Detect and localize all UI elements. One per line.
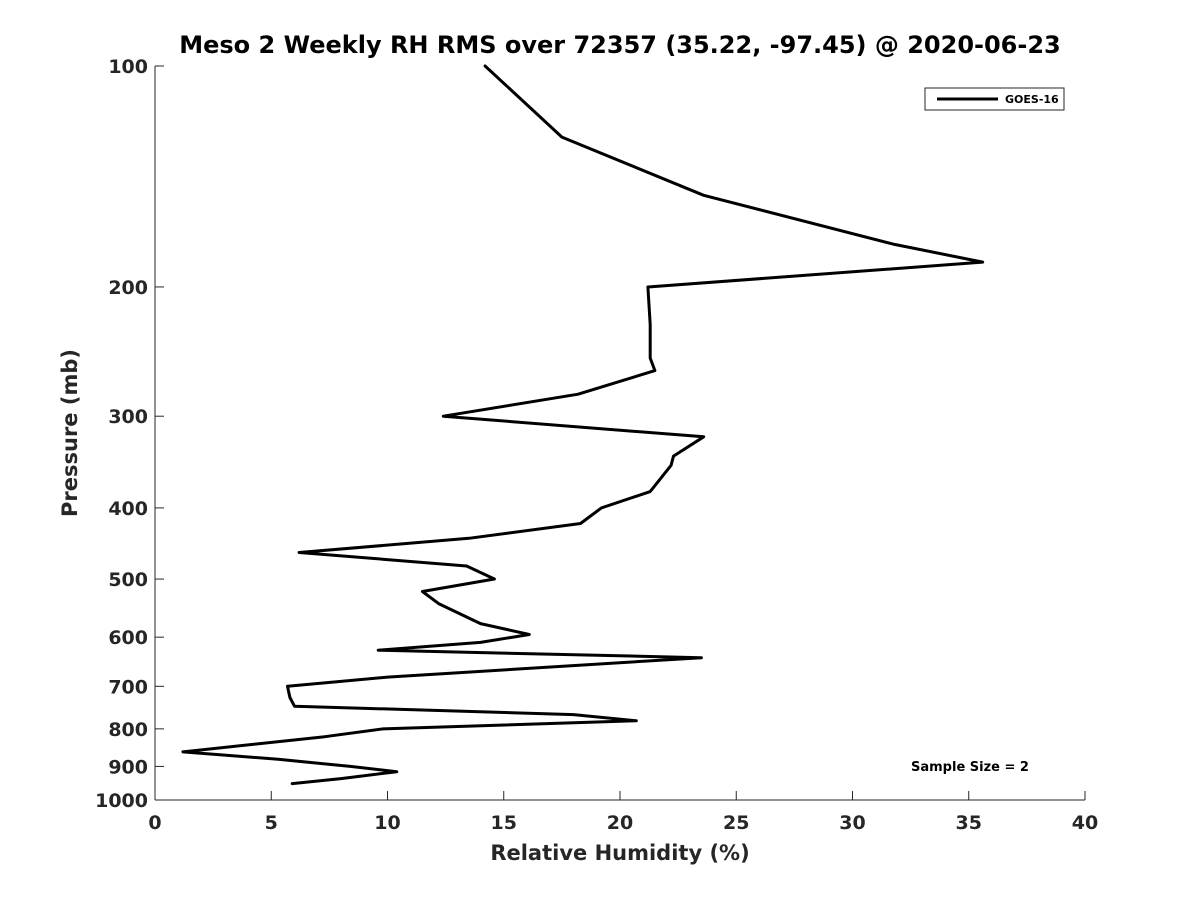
x-tick-label: 10 <box>374 812 400 834</box>
x-axis-label: Relative Humidity (%) <box>490 841 749 865</box>
y-tick-label: 800 <box>108 719 148 741</box>
x-tick-label: 0 <box>148 812 161 834</box>
y-tick-label: 200 <box>108 277 148 299</box>
legend-label-goes16: GOES-16 <box>1005 93 1059 106</box>
x-tick-label: 15 <box>491 812 517 834</box>
x-ticks: 0 5 10 15 20 25 30 35 40 <box>148 791 1098 834</box>
chart-title: Meso 2 Weekly RH RMS over 72357 (35.22, … <box>179 31 1061 59</box>
y-tick-label: 700 <box>108 676 148 698</box>
x-tick-label: 40 <box>1072 812 1098 834</box>
y-axis-label: Pressure (mb) <box>58 349 82 517</box>
y-tick-label: 1000 <box>95 790 148 812</box>
y-tick-label: 500 <box>108 569 148 591</box>
y-tick-label: 300 <box>108 406 148 428</box>
series-line-0 <box>181 64 985 786</box>
x-tick-label: 30 <box>839 812 865 834</box>
y-tick-label: 600 <box>108 627 148 649</box>
y-ticks: 100 200 300 400 500 600 700 800 900 1000 <box>95 56 164 812</box>
series-layer <box>181 64 985 786</box>
x-tick-label: 35 <box>956 812 982 834</box>
x-tick-label: 25 <box>723 812 749 834</box>
x-tick-label: 5 <box>265 812 278 834</box>
y-tick-label: 100 <box>108 56 148 78</box>
y-tick-label: 400 <box>108 498 148 520</box>
sample-size-annotation: Sample Size = 2 <box>911 760 1029 775</box>
x-tick-label: 20 <box>607 812 633 834</box>
legend: GOES-16 <box>924 87 1065 111</box>
y-tick-label: 900 <box>108 756 148 778</box>
